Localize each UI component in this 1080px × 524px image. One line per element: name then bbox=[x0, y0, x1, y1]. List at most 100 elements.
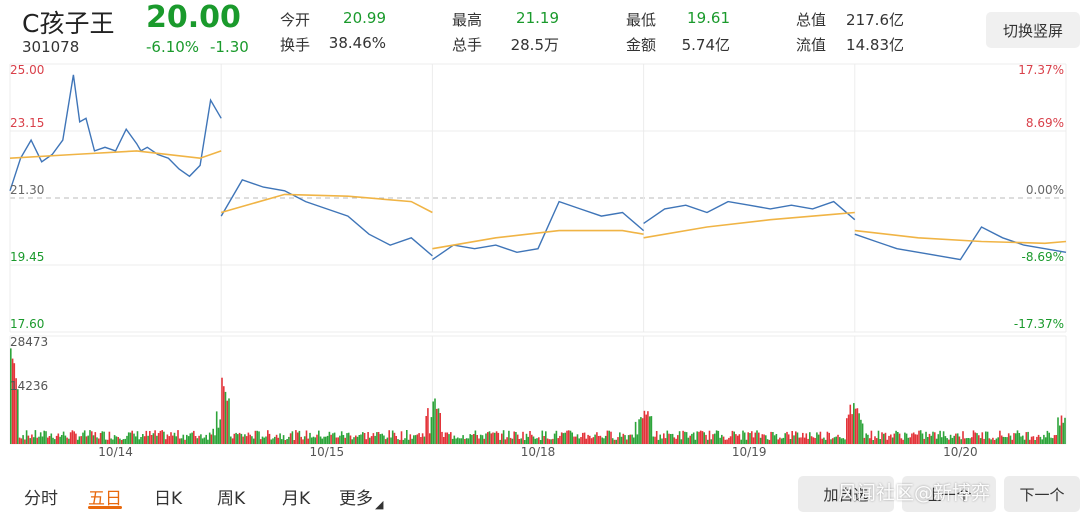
volume-bar bbox=[173, 432, 176, 444]
volume-bar bbox=[120, 440, 123, 444]
volume-bar bbox=[428, 433, 431, 444]
volume-bar bbox=[633, 437, 635, 444]
volume-bar bbox=[314, 437, 317, 444]
volume-bar bbox=[404, 438, 406, 444]
volume-bar bbox=[1059, 425, 1061, 444]
add-watchlist-button[interactable]: 加自选 bbox=[798, 476, 894, 512]
volume-bar bbox=[1055, 435, 1057, 444]
volume-bar bbox=[955, 433, 957, 444]
volume-bar bbox=[237, 434, 239, 444]
volume-bar bbox=[622, 433, 625, 444]
volume-bar bbox=[617, 437, 619, 444]
volume-bar bbox=[657, 439, 660, 444]
volume-bar bbox=[31, 434, 33, 444]
x-axis-label: 10/20 bbox=[943, 445, 978, 459]
volume-bar bbox=[777, 439, 779, 444]
volume-bar bbox=[136, 431, 139, 444]
volume-bar bbox=[708, 430, 711, 444]
volume-bar bbox=[854, 408, 857, 444]
volume-bar bbox=[763, 434, 765, 444]
volume-bar bbox=[479, 434, 482, 444]
volume-bar bbox=[877, 430, 880, 444]
volume-bar bbox=[1020, 436, 1022, 444]
five-day-chart[interactable]: 25.00 23.15 21.30 19.45 17.60 17.37% 8.69% 0.00… bbox=[0, 0, 1080, 470]
volume-bar bbox=[171, 435, 174, 444]
volume-bar bbox=[611, 438, 614, 444]
volume-bar bbox=[1000, 435, 1003, 444]
switch-portrait-button[interactable]: 切换竖屏 bbox=[986, 12, 1080, 48]
tab-monthly-k[interactable]: 月K bbox=[282, 489, 311, 509]
volume-bar bbox=[154, 430, 156, 444]
volume-bar bbox=[976, 433, 978, 444]
volume-bar bbox=[384, 439, 387, 444]
volume-bar bbox=[819, 431, 822, 444]
percent-tick-label: -8.69% bbox=[1022, 250, 1064, 264]
volume-bar bbox=[944, 436, 947, 444]
volume-bar bbox=[613, 439, 616, 444]
volume-bar bbox=[36, 437, 38, 444]
tab-daily-k[interactable]: 日K bbox=[154, 489, 183, 509]
volume-bar bbox=[747, 432, 749, 444]
volume-bar bbox=[810, 436, 813, 444]
tab-intraday[interactable]: 分时 bbox=[24, 489, 58, 509]
volume-bar bbox=[110, 438, 112, 444]
volume-bar bbox=[751, 431, 753, 444]
volume-bar bbox=[228, 398, 230, 444]
volume-bar bbox=[668, 433, 670, 444]
volume-bar bbox=[430, 417, 433, 444]
volume-bar bbox=[846, 418, 848, 444]
volume-bar bbox=[217, 427, 220, 444]
volume-bar bbox=[851, 414, 853, 444]
volume-bar bbox=[305, 430, 308, 444]
volume-bar bbox=[293, 440, 295, 444]
volume-bar bbox=[930, 435, 933, 444]
volume-bar bbox=[289, 433, 292, 444]
volume-bar bbox=[166, 434, 169, 444]
volume-bar bbox=[152, 433, 155, 444]
volume-bar bbox=[626, 439, 628, 444]
volume-bar bbox=[462, 435, 464, 444]
volume-bar bbox=[135, 436, 137, 444]
volume-bar bbox=[64, 435, 67, 444]
volume-bar bbox=[960, 439, 962, 444]
volume-bar bbox=[48, 436, 51, 444]
volume-bar bbox=[847, 414, 850, 444]
tab-weekly-k[interactable]: 周K bbox=[217, 489, 246, 509]
volume-bar bbox=[631, 434, 633, 444]
volume-bar bbox=[427, 408, 429, 444]
volume-bar bbox=[365, 439, 368, 444]
volume-bar bbox=[274, 436, 276, 444]
volume-bar bbox=[1032, 436, 1035, 444]
prev-stock-button[interactable]: 上一个 bbox=[902, 476, 996, 512]
volume-bar bbox=[654, 436, 656, 444]
volume-bar bbox=[168, 436, 170, 444]
volume-bar bbox=[446, 432, 449, 444]
volume-bar bbox=[465, 438, 468, 444]
next-stock-button[interactable]: 下一个 bbox=[1004, 476, 1080, 512]
volume-bar bbox=[861, 423, 864, 444]
volume-bar bbox=[766, 439, 769, 444]
quote-label-mktcap: 总值 bbox=[796, 11, 827, 29]
quote-label-amount: 金额 bbox=[626, 36, 657, 54]
volume-bar bbox=[20, 438, 23, 444]
volume-bar bbox=[923, 438, 925, 444]
average-price-line bbox=[220, 193, 433, 214]
volume-bar bbox=[844, 439, 846, 444]
volume-bar bbox=[224, 391, 227, 444]
volume-bar bbox=[974, 432, 977, 444]
volume-bar bbox=[296, 432, 299, 444]
tab-five-day[interactable]: 五日 bbox=[88, 489, 122, 509]
tab-more[interactable]: 更多 ◢ bbox=[339, 489, 384, 511]
price-tick-label: 19.45 bbox=[10, 250, 44, 264]
volume-bar bbox=[948, 439, 950, 444]
volume-bar bbox=[393, 432, 396, 444]
volume-bar bbox=[949, 434, 952, 444]
volume-bar bbox=[796, 432, 799, 444]
volume-bar bbox=[701, 431, 704, 444]
volume-bar bbox=[925, 431, 927, 444]
volume-bar bbox=[696, 431, 698, 444]
volume-bar bbox=[309, 432, 311, 444]
volume-bar bbox=[962, 431, 964, 444]
volume-bar bbox=[265, 436, 267, 444]
volume-bar bbox=[951, 437, 954, 444]
